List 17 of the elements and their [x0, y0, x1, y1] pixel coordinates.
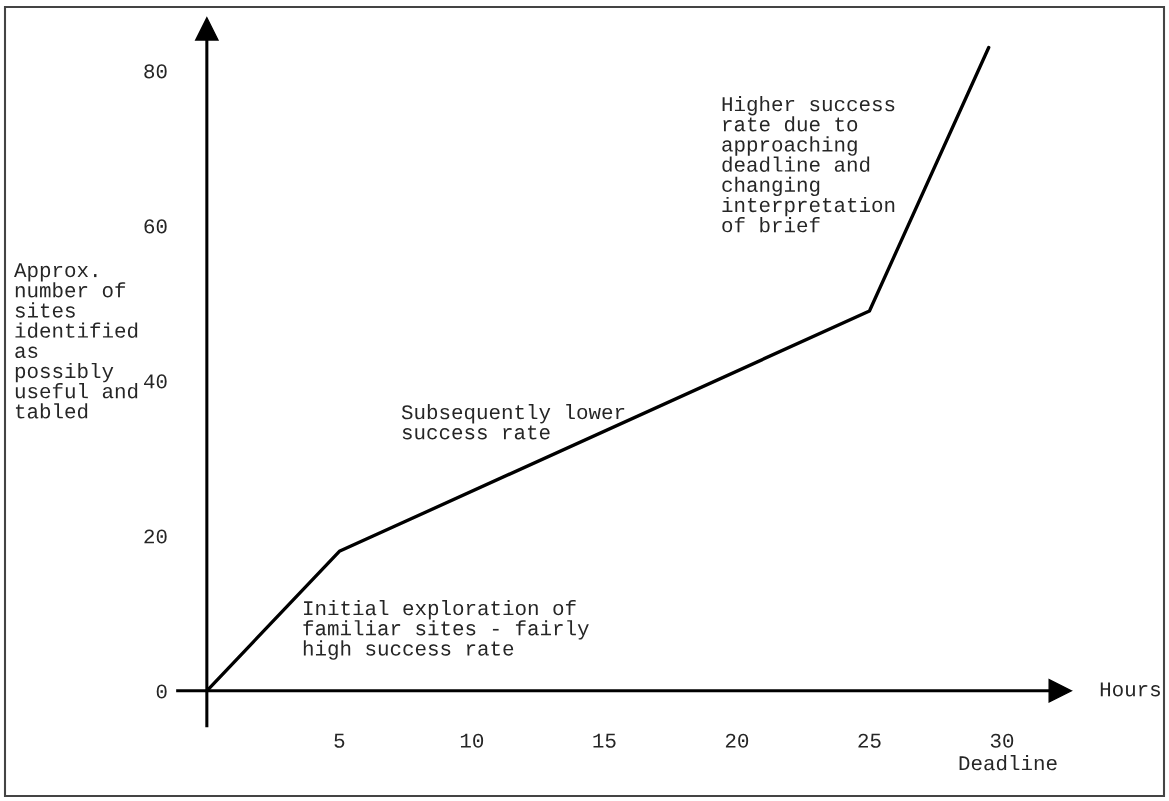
y-tick-label: 20: [144, 529, 167, 544]
x-tick-label: 15: [593, 733, 616, 748]
x-tick-label: 30: [990, 733, 1014, 748]
y-tick-label: 60: [144, 219, 167, 234]
annotation: Initial exploration of familiar sites - fairly high success rate: [303, 600, 589, 660]
annotation: Higher success rate due to approaching deadline and changing interpretation of brief: [722, 96, 895, 233]
x-tick-label: 20: [725, 733, 749, 748]
x-tick-label: 10: [460, 733, 484, 748]
x-tick-label: 5: [334, 733, 345, 748]
y-tick-label: 80: [144, 64, 167, 79]
y-axis-title: Approx. number of sites identified as possibly useful and tabled: [14, 263, 138, 419]
x-axis-title: Hours: [1100, 682, 1160, 697]
y-tick-label: 40: [144, 374, 167, 389]
y-tick-label: 0: [156, 684, 167, 699]
text: Deadline: [959, 755, 1057, 771]
annotation: Subsequently lower success rate: [401, 404, 625, 440]
x-tick-label: 25: [858, 733, 881, 748]
